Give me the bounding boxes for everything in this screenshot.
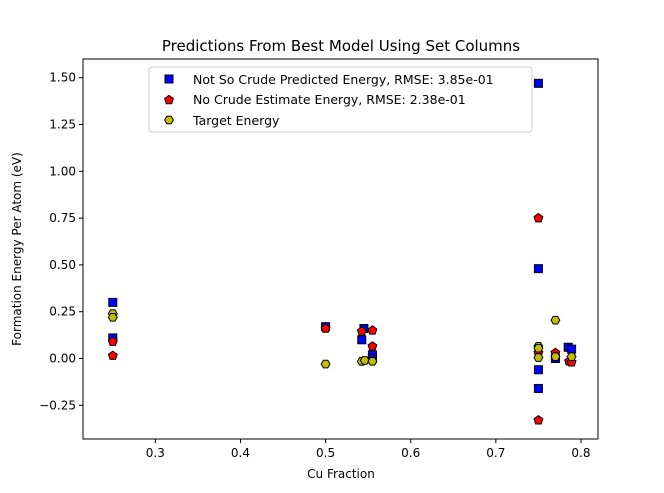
x-tick-label: 0.4 [231, 446, 250, 460]
predicted-energy-point [533, 264, 543, 274]
y-tick-label: 1.00 [49, 164, 76, 178]
legend-label-predicted: Not So Crude Predicted Energy, RMSE: 3.8… [193, 72, 494, 87]
legend-marker-predicted [164, 74, 174, 84]
target-energy-point [320, 359, 331, 369]
legend-marker-estimate [164, 94, 174, 105]
axes-frame [82, 58, 599, 440]
x-tick-label: 0.5 [316, 446, 335, 460]
predicted-energy-point [357, 335, 367, 345]
target-energy-point [550, 352, 561, 361]
estimate-energy-point [533, 212, 544, 223]
predicted-energy-point [533, 78, 543, 88]
target-energy-point [359, 356, 370, 365]
legend-box [148, 66, 533, 133]
x-tick-label: 0.3 [146, 446, 165, 460]
estimate-energy-point [107, 336, 118, 346]
target-energy-point [107, 313, 118, 322]
estimate-energy-point [107, 350, 118, 360]
target-energy-point [533, 343, 544, 353]
target-energy-point [566, 352, 577, 361]
target-energy-point [367, 357, 378, 366]
plot-area [107, 78, 577, 425]
y-axis-label: Formation Energy Per Atom (eV) [10, 152, 24, 346]
x-axis: 0.3 0.4 0.5 0.6 0.7 0.8 [146, 439, 591, 460]
predicted-energy-point [108, 297, 118, 307]
estimate-energy-point [367, 341, 378, 351]
predicted-energy-point [567, 344, 577, 354]
y-tick-label: 1.50 [49, 71, 76, 85]
target-energy-point [533, 353, 544, 362]
y-tick-label: 0.25 [49, 305, 76, 319]
x-tick-label: 0.7 [486, 446, 505, 460]
target-energy-point [550, 315, 561, 325]
y-tick-label: 0.00 [49, 352, 76, 366]
legend-label-target: Target Energy [192, 113, 280, 128]
y-tick-label: 0.75 [49, 211, 76, 225]
estimate-energy-point [356, 326, 367, 336]
predicted-energy-point [533, 365, 543, 375]
x-axis-label: Cu Fraction [307, 467, 375, 481]
predicted-energy-point [533, 383, 543, 393]
legend: Not So Crude Predicted Energy, RMSE: 3.8… [148, 66, 533, 133]
chart-title: Predictions From Best Model Using Set Co… [162, 37, 520, 55]
x-tick-label: 0.8 [571, 446, 590, 460]
y-tick-label: 0.50 [49, 258, 76, 272]
legend-marker-target [164, 115, 174, 125]
estimate-energy-point [533, 415, 544, 425]
estimate-energy-point [367, 325, 378, 335]
legend-label-estimate: No Crude Estimate Energy, RMSE: 2.38e-01 [193, 92, 466, 107]
y-tick-label: 1.25 [49, 118, 76, 132]
y-tick-label: −0.25 [39, 398, 76, 412]
series-target-energy [107, 309, 577, 369]
x-tick-label: 0.6 [401, 446, 420, 460]
y-axis: −0.25 0.00 0.25 0.50 0.75 1.00 1.25 1.50 [39, 71, 83, 412]
estimate-energy-point [320, 323, 331, 333]
